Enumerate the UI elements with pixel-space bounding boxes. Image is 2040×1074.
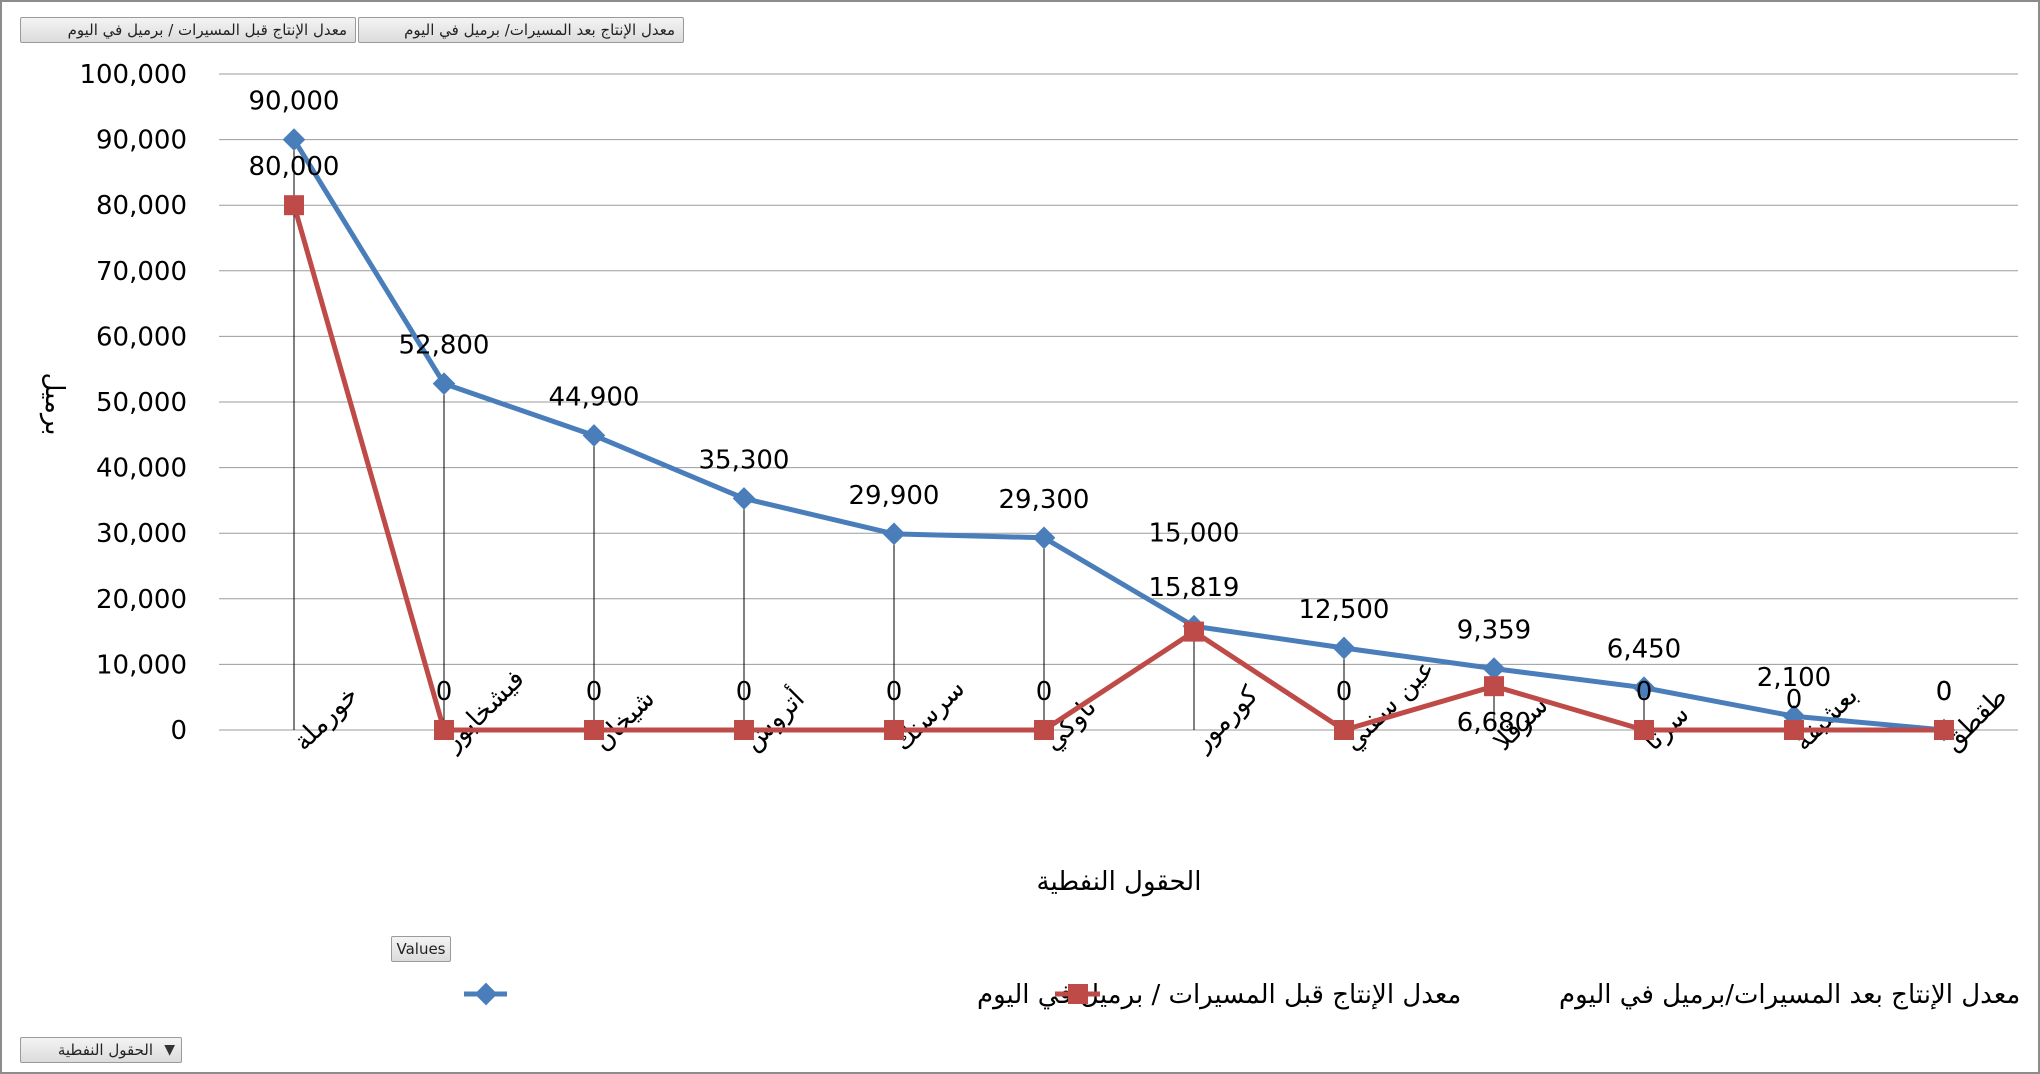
y-tick-label: 30,000 <box>96 519 187 549</box>
series-after-point <box>584 720 604 740</box>
data-label-before: 44,900 <box>549 382 640 412</box>
series-before-point <box>732 487 756 510</box>
series-after-point <box>1634 720 1654 740</box>
series-after-point <box>1784 720 1804 740</box>
legend-before-marker <box>474 982 498 1006</box>
legend: معدل الإنتاج قبل المسيرات / برميل في الي… <box>464 980 2020 1010</box>
data-label-after: 15,000 <box>1149 519 1240 549</box>
legend-after-label: معدل الإنتاج بعد المسيرات/برميل في اليوم <box>1559 980 2020 1010</box>
legend-after-marker <box>1068 984 1088 1004</box>
series-before-point <box>582 424 606 447</box>
data-label-after: 0 <box>886 677 903 707</box>
category-field-label: الحقول النفطية <box>57 1041 153 1059</box>
series-before-field-button[interactable]: معدل الإنتاج قبل المسيرات / برميل في الي… <box>20 17 356 43</box>
x-axis-ticks: خورملة فيشخابور شيخان أتروش سرسنك تاوكي كورمور… <box>288 654 2014 759</box>
series-before-point <box>1632 676 1656 700</box>
data-label-before: 0 <box>1936 677 1953 707</box>
x-tick-label: كورمور <box>1186 680 1264 758</box>
y-axis-ticks: 0 10,000 20,000 30,000 40,000 50,000 60,000 70,… <box>79 60 187 746</box>
series-before-point <box>1482 657 1506 680</box>
series-after-point <box>1184 621 1204 642</box>
data-label-before: 9,359 <box>1457 616 1531 646</box>
y-tick-label: 60,000 <box>96 322 187 352</box>
y-tick-label: 40,000 <box>96 454 187 484</box>
y-tick-label: 50,000 <box>96 388 187 418</box>
data-label-after: 0 <box>736 677 753 707</box>
data-label-after: 80,000 <box>249 152 340 182</box>
filter-icon[interactable]: ▼ <box>164 1042 175 1058</box>
data-label-before: 52,800 <box>399 331 490 361</box>
series-before-point <box>1332 636 1356 660</box>
y-tick-label: 80,000 <box>96 191 187 221</box>
y-tick-label: 70,000 <box>96 257 187 287</box>
data-label-before: 29,300 <box>999 485 1090 515</box>
series-before-point <box>282 128 306 151</box>
data-label-after: 6,680 <box>1457 708 1531 738</box>
series-after-point <box>734 720 754 740</box>
series-before-point <box>1032 526 1056 550</box>
series-after-point <box>1484 676 1504 697</box>
series-after-point <box>284 195 304 216</box>
series-after-line <box>291 204 1944 733</box>
series-after-point <box>1034 720 1054 740</box>
data-label-before: 2,100 <box>1757 663 1831 693</box>
series-before-point <box>882 522 906 546</box>
data-label-after: 0 <box>1036 677 1053 707</box>
series-before-point <box>432 372 456 395</box>
data-label-after: 0 <box>1786 685 1803 715</box>
series-markers <box>282 128 1956 742</box>
y-tick-label: 10,000 <box>96 650 187 680</box>
data-label-before: 29,900 <box>849 481 940 511</box>
data-label-after: 0 <box>586 677 603 707</box>
y-axis-title: برميل <box>39 372 69 435</box>
drop-lines <box>293 139 1795 730</box>
series-after-point <box>434 720 454 740</box>
values-field-button[interactable]: Values <box>391 936 451 962</box>
data-label-before: 6,450 <box>1607 635 1681 665</box>
series-after-point <box>1934 720 1954 740</box>
series-after-point <box>1334 720 1354 740</box>
series-before-line <box>291 138 1945 733</box>
category-field-button[interactable]: الحقول النفطية ▼ <box>20 1037 182 1063</box>
x-tick-label: خورملة <box>288 680 365 757</box>
data-label-after: 0 <box>1636 677 1653 707</box>
y-tick-label: 100,000 <box>79 60 187 90</box>
data-label-after: 0 <box>1936 677 1953 707</box>
y-tick-label: 0 <box>170 716 187 746</box>
data-labels: 90,000 52,800 44,900 35,300 29,900 29,300 15,8… <box>249 87 1953 739</box>
series-after-point <box>884 720 904 740</box>
data-label-before: 15,819 <box>1149 573 1240 603</box>
data-label-before: 12,500 <box>1299 595 1390 625</box>
series-lines <box>291 138 1945 733</box>
legend-before-label: معدل الإنتاج قبل المسيرات / برميل في الي… <box>977 980 1461 1010</box>
data-label-before: 90,000 <box>249 87 340 117</box>
y-tick-label: 20,000 <box>96 585 187 615</box>
x-axis-title: الحقول النفطية <box>1037 867 1202 897</box>
data-label-after: 0 <box>1336 677 1353 707</box>
data-label-before: 35,300 <box>699 445 790 475</box>
y-tick-label: 90,000 <box>96 126 187 156</box>
series-after-field-button[interactable]: معدل الإنتاج بعد المسيرات/ برميل في اليو… <box>358 17 684 43</box>
gridlines <box>219 73 2018 731</box>
data-label-after: 0 <box>436 677 453 707</box>
